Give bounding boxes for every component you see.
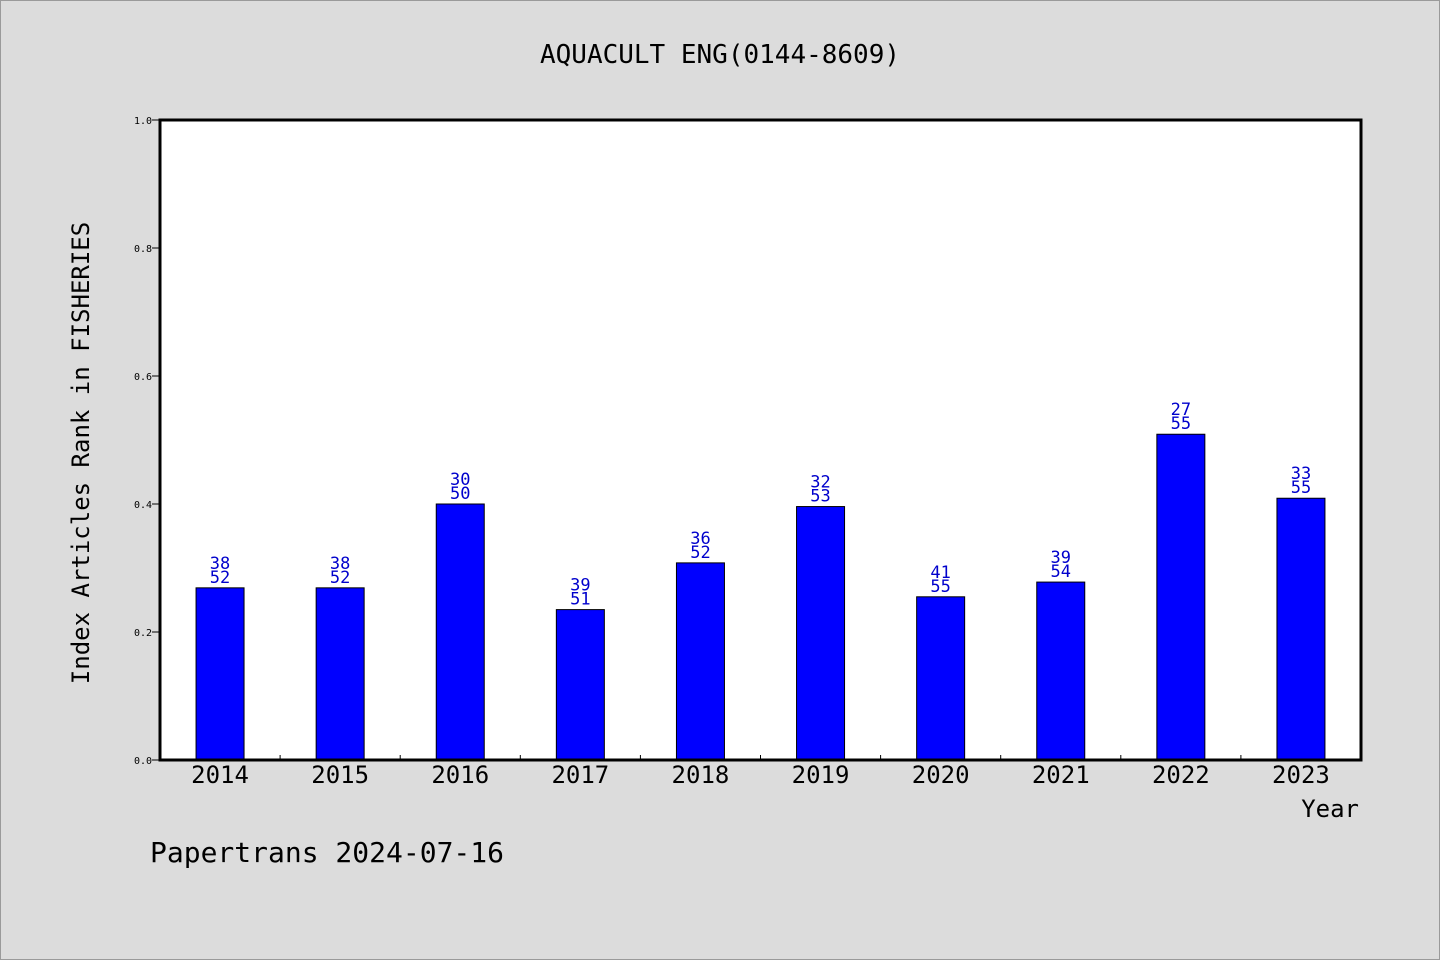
y-tick-label: 0.2	[134, 628, 152, 639]
x-tick-label: 2022	[1152, 761, 1210, 789]
bar-label-bottom: 51	[570, 590, 590, 610]
x-tick-label: 2016	[431, 761, 489, 789]
bar-label-top: 36	[690, 529, 710, 549]
bar-label-top: 27	[1171, 400, 1191, 420]
bar-label-bottom: 55	[930, 577, 950, 597]
bar-label-top: 38	[330, 554, 350, 574]
plot-border	[158, 118, 1363, 762]
bar-label-top: 32	[810, 473, 830, 493]
bar	[1276, 497, 1326, 761]
bar	[1036, 581, 1086, 761]
x-tick-label: 2019	[792, 761, 850, 789]
bar-label-bottom: 55	[1171, 414, 1191, 434]
x-tick-label: 2015	[311, 761, 369, 789]
bar-label-bottom: 52	[210, 568, 230, 588]
bar-label-top: 30	[450, 470, 470, 490]
bar-label-top: 41	[930, 563, 950, 583]
y-tick-label: 0.0	[134, 756, 152, 767]
bar	[315, 587, 365, 761]
y-tick-label: 1.0	[134, 116, 152, 127]
chart-title: AQUACULT ENG(0144-8609)	[540, 40, 900, 70]
bar	[796, 506, 846, 761]
y-tick-label: 0.8	[134, 244, 152, 255]
x-tick-label: 2020	[912, 761, 970, 789]
bar-label-top: 39	[1051, 548, 1071, 568]
y-axis-label: Index Articles Rank in FISHERIES	[67, 222, 95, 684]
bar	[195, 587, 245, 761]
bar	[435, 503, 485, 761]
y-tick-label: 0.4	[134, 500, 152, 511]
x-axis-label: Year	[1301, 795, 1359, 823]
x-tick-label: 2017	[551, 761, 609, 789]
bar-label-bottom: 54	[1051, 562, 1071, 582]
bar	[675, 562, 725, 761]
bar	[1156, 433, 1206, 761]
bar-label-bottom: 55	[1291, 478, 1311, 498]
bar-label-top: 33	[1291, 464, 1311, 484]
bar-label-top: 39	[570, 576, 590, 596]
bar-label-bottom: 50	[450, 484, 470, 504]
y-axis: 0.0 0.2 0.4 0.6 0.8 1.0	[134, 116, 160, 767]
x-tick-label: 2014	[191, 761, 249, 789]
bar-series	[195, 433, 1326, 761]
bar-label-bottom: 52	[690, 543, 710, 563]
x-tick-label: 2018	[672, 761, 730, 789]
x-tick-label: 2021	[1032, 761, 1090, 789]
footer-text: Papertrans 2024-07-16	[150, 836, 504, 869]
x-axis: 2014 2015 2016 2017 2018 2019 2020 2021 2022 2023	[191, 755, 1330, 789]
x-tick-label: 2023	[1272, 761, 1330, 789]
bar-label-bottom: 53	[810, 487, 830, 507]
bar	[916, 596, 966, 761]
bar	[555, 609, 605, 761]
bar-label-top: 38	[210, 554, 230, 574]
bar-label-bottom: 52	[330, 568, 350, 588]
y-tick-label: 0.6	[134, 372, 152, 383]
